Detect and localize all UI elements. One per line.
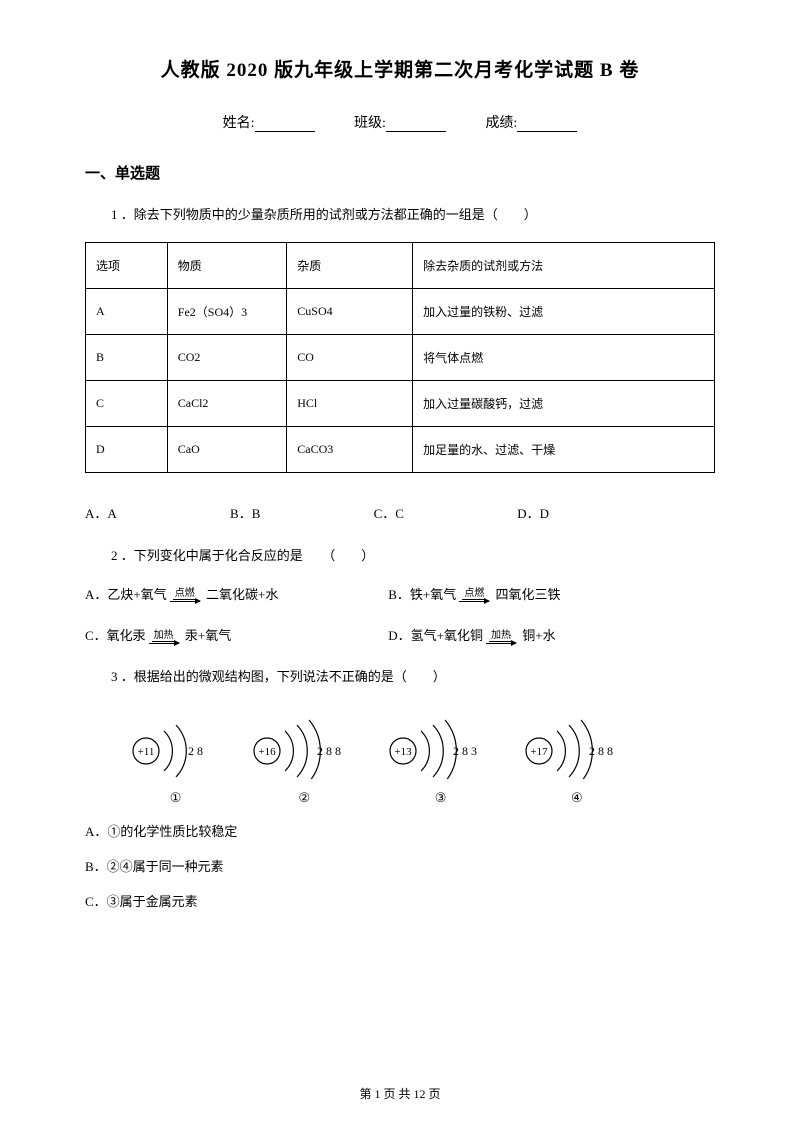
question-1-options: A．A B．B C．C D．D [85, 503, 715, 522]
svg-text:+16: +16 [258, 746, 276, 758]
arrow-icon [149, 643, 179, 644]
atom-icon: +11 2 8 [126, 713, 226, 779]
atom-diagram-1: +11 2 8 ① [126, 713, 226, 806]
option-d: D．D [517, 503, 549, 522]
cell: Fe2（SO4）3 [167, 288, 287, 334]
score-label: 成绩: [485, 116, 517, 131]
condition-label: 点燃 [173, 589, 197, 600]
table-header-row: 选项 物质 杂质 除去杂质的试剂或方法 [86, 242, 715, 288]
arrow-icon [170, 601, 200, 602]
cell: CuSO4 [287, 288, 413, 334]
option-a: A．①的化学性质比较稳定 [85, 821, 715, 840]
question-3-text: 3 ．根据给出的微观结构图，下列说法不正确的是（ ） [85, 667, 715, 688]
product: 四氧化三铁 [496, 587, 561, 602]
reactant: B．铁+氧气 [388, 587, 456, 602]
condition-label: 加热 [152, 631, 176, 642]
atom-diagrams-row: +11 2 8 ① +16 2 8 8 ② +13 2 8 3 ③ [115, 713, 645, 806]
question-3-options: A．①的化学性质比较稳定 B．②④属于同一种元素 C．③属于金属元素 [85, 821, 715, 910]
reactant: A．乙炔+氧气 [85, 587, 167, 602]
option-b: B．②④属于同一种元素 [85, 856, 715, 875]
atom-number: ③ [383, 790, 498, 806]
cell: B [86, 334, 168, 380]
question-1-table: 选项 物质 杂质 除去杂质的试剂或方法 A Fe2（SO4）3 CuSO4 加入… [85, 242, 715, 473]
section-header: 一、单选题 [85, 162, 715, 183]
cell: HCl [287, 380, 413, 426]
option-b: B．铁+氧气点燃 四氧化三铁 [388, 583, 560, 606]
class-blank [386, 118, 446, 132]
cell: CaCl2 [167, 380, 287, 426]
atom-icon: +13 2 8 3 [383, 713, 498, 779]
arrow-icon [459, 601, 489, 602]
question-1-text: 1 ．除去下列物质中的少量杂质所用的试剂或方法都正确的一组是（ ） [85, 205, 715, 226]
cell: C [86, 380, 168, 426]
atom-diagram-4: +17 2 8 8 ④ [519, 713, 634, 806]
svg-text:+11: +11 [137, 746, 154, 758]
option-a: A．A [85, 503, 117, 522]
svg-text:2 8: 2 8 [188, 744, 203, 758]
page-footer: 第 1 页 共 12 页 [0, 1085, 800, 1102]
product: 二氧化碳+水 [206, 587, 278, 602]
cell: 将气体点燃 [413, 334, 715, 380]
cell: CO2 [167, 334, 287, 380]
atom-number: ② [247, 790, 362, 806]
cell: D [86, 426, 168, 472]
reactant: C．氧化汞 [85, 628, 146, 643]
atom-number: ④ [519, 790, 634, 806]
student-info-row: 姓名: 班级: 成绩: [85, 112, 715, 132]
atom-icon: +17 2 8 8 [519, 713, 634, 779]
atom-number: ① [126, 790, 226, 806]
option-c: C．③属于金属元素 [85, 891, 715, 910]
class-label: 班级: [354, 116, 386, 131]
question-2-text: 2 ．下列变化中属于化合反应的是 （ ） [85, 546, 715, 567]
cell: CaO [167, 426, 287, 472]
arrow-icon [486, 643, 516, 644]
cell: 加入过量碳酸钙，过滤 [413, 380, 715, 426]
table-row: B CO2 CO 将气体点燃 [86, 334, 715, 380]
svg-text:+17: +17 [531, 746, 549, 758]
svg-text:2 8 3: 2 8 3 [453, 744, 477, 758]
table-row: C CaCl2 HCl 加入过量碳酸钙，过滤 [86, 380, 715, 426]
option-c: C．氧化汞加热 汞+氧气 [85, 624, 385, 647]
th-substance: 物质 [167, 242, 287, 288]
th-impurity: 杂质 [287, 242, 413, 288]
table-row: D CaO CaCO3 加足量的水、过滤、干燥 [86, 426, 715, 472]
product: 汞+氧气 [185, 628, 231, 643]
score-blank [517, 118, 577, 132]
th-method: 除去杂质的试剂或方法 [413, 242, 715, 288]
option-d: D．氢气+氧化铜加热 铜+水 [388, 624, 555, 647]
page-title: 人教版 2020 版九年级上学期第二次月考化学试题 B 卷 [85, 55, 715, 82]
atom-icon: +16 2 8 8 [247, 713, 362, 779]
cell: A [86, 288, 168, 334]
name-label: 姓名: [223, 116, 255, 131]
atom-diagram-2: +16 2 8 8 ② [247, 713, 362, 806]
svg-text:2 8 8: 2 8 8 [317, 744, 341, 758]
question-2-options: A．乙炔+氧气点燃 二氧化碳+水 B．铁+氧气点燃 四氧化三铁 C．氧化汞加热 … [85, 583, 715, 648]
reactant: D．氢气+氧化铜 [388, 628, 483, 643]
svg-text:2 8 8: 2 8 8 [589, 744, 613, 758]
table-row: A Fe2（SO4）3 CuSO4 加入过量的铁粉、过滤 [86, 288, 715, 334]
condition-label: 点燃 [462, 589, 486, 600]
name-blank [255, 118, 315, 132]
option-b: B．B [230, 503, 260, 522]
svg-text:+13: +13 [395, 746, 413, 758]
option-a: A．乙炔+氧气点燃 二氧化碳+水 [85, 583, 385, 606]
condition-label: 加热 [489, 631, 513, 642]
cell: 加入过量的铁粉、过滤 [413, 288, 715, 334]
option-c: C．C [374, 503, 404, 522]
product: 铜+水 [522, 628, 555, 643]
cell: CO [287, 334, 413, 380]
atom-diagram-3: +13 2 8 3 ③ [383, 713, 498, 806]
cell: CaCO3 [287, 426, 413, 472]
th-option: 选项 [86, 242, 168, 288]
cell: 加足量的水、过滤、干燥 [413, 426, 715, 472]
